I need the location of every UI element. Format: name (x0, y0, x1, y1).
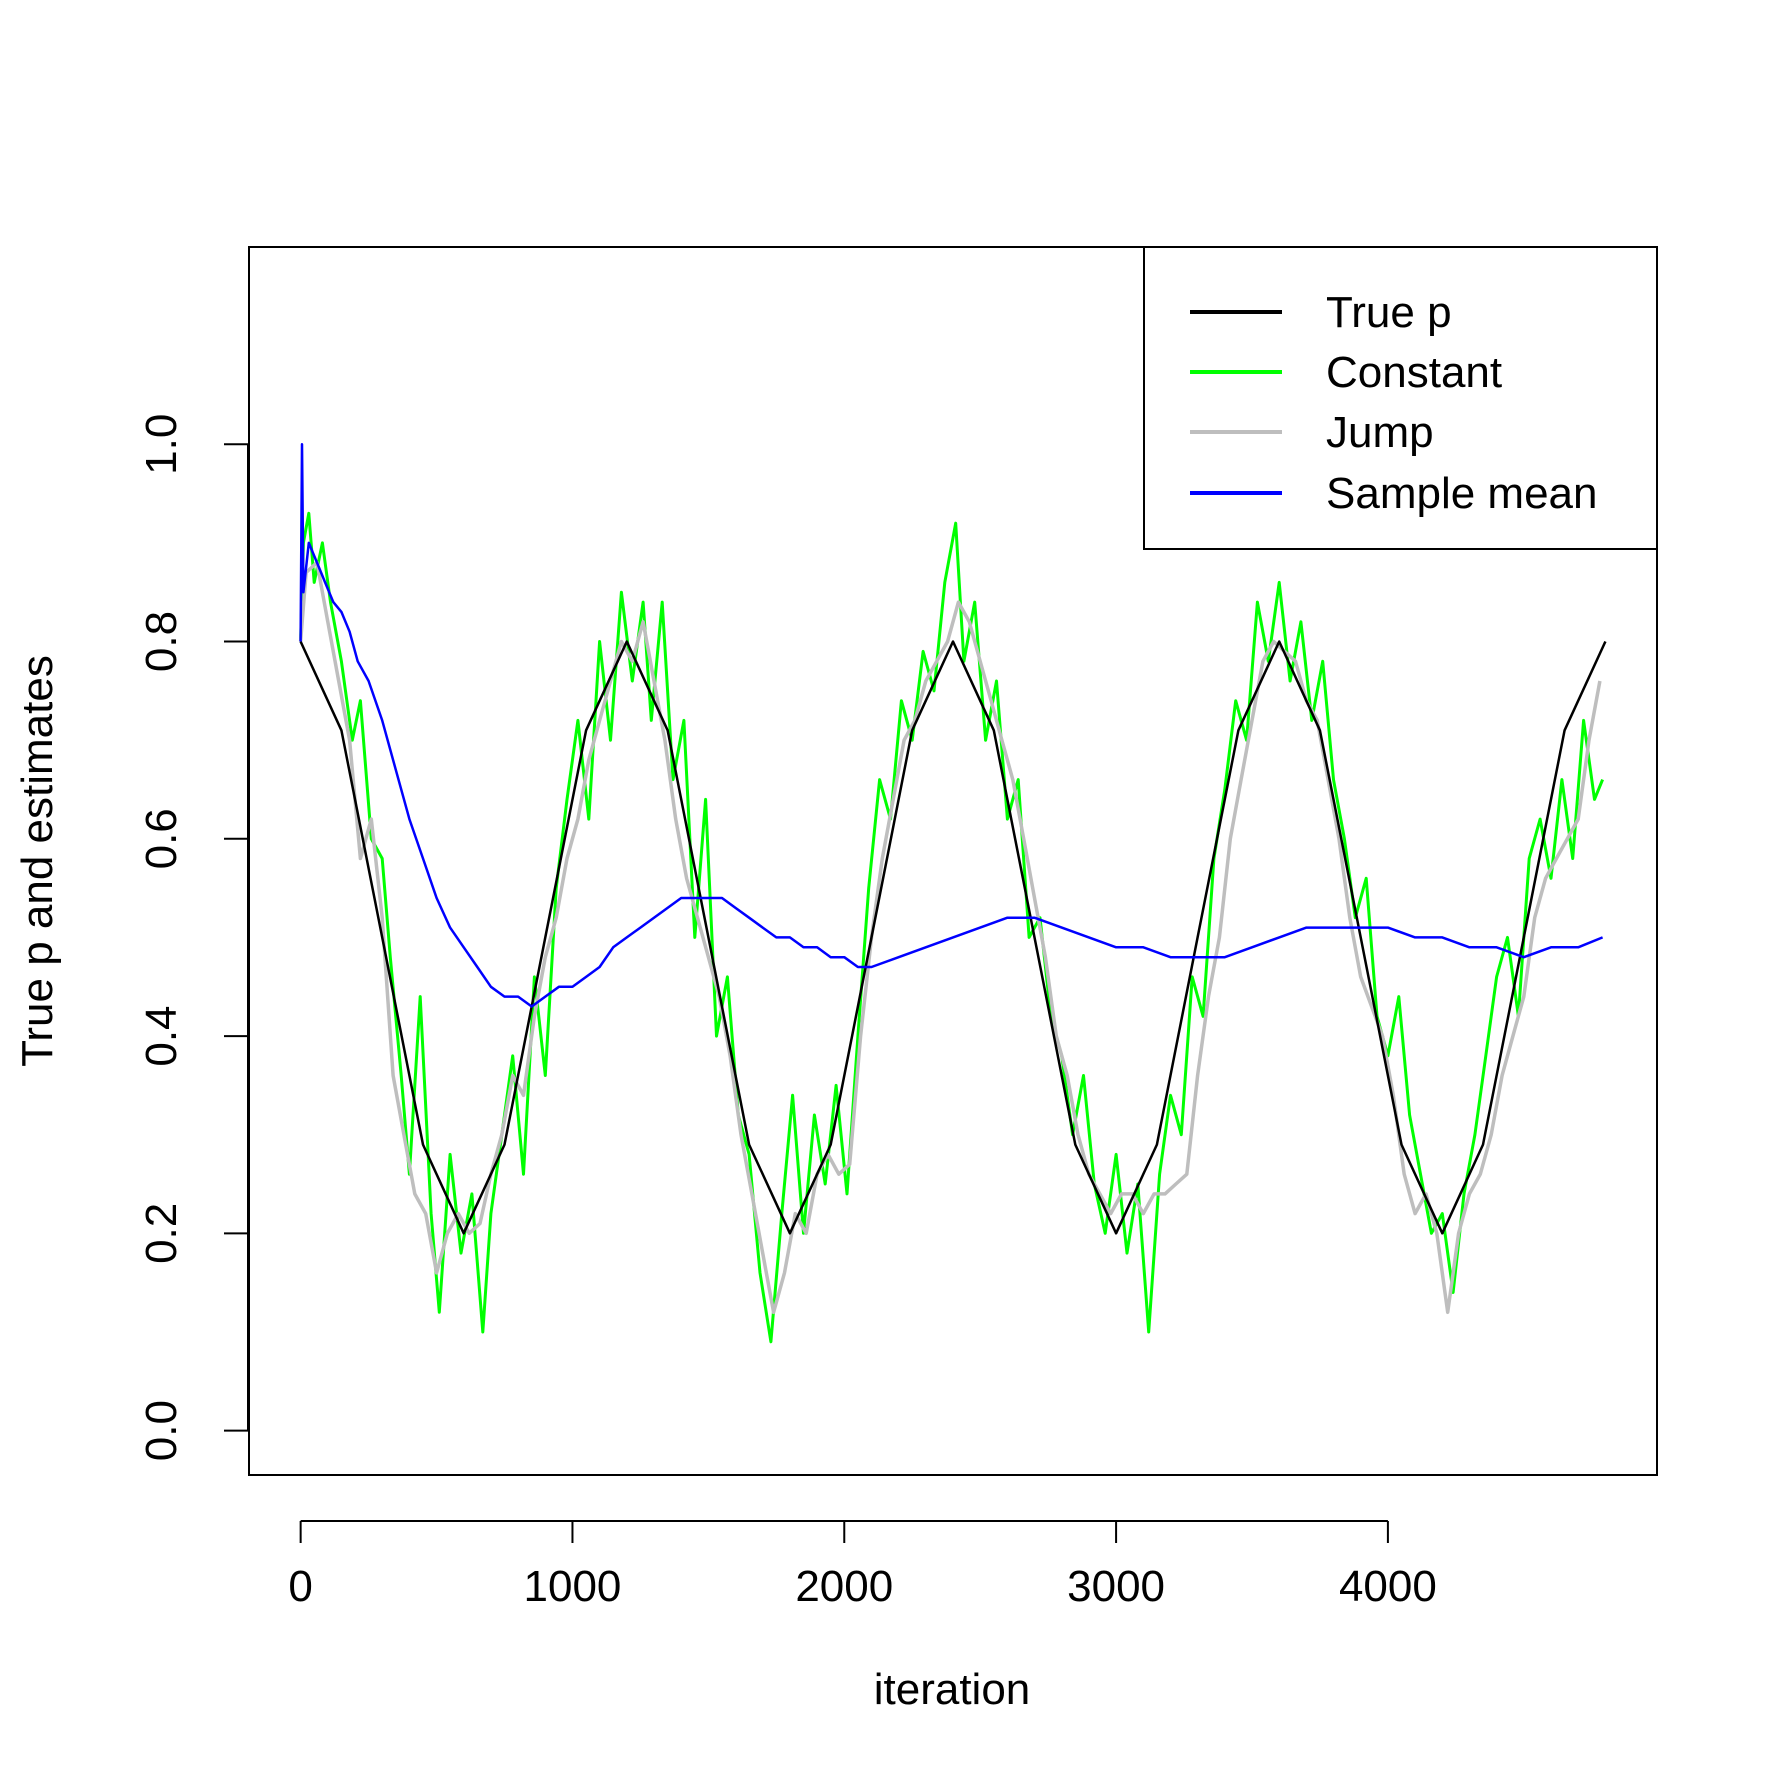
legend-label: True p (1326, 288, 1452, 337)
legend-label: Constant (1326, 348, 1502, 397)
legend-box (1143, 246, 1658, 550)
x-tick-label: 2000 (795, 1562, 893, 1611)
x-axis-title: iteration (874, 1665, 1031, 1714)
y-tick-label: 0.2 (137, 1203, 186, 1264)
series-line-sample-mean (299, 443, 1604, 1008)
legend: True p Constant Jump Sample mean (1143, 246, 1658, 550)
series-layer (298, 443, 1607, 1344)
y-axis-title: True p and estimates (13, 655, 62, 1067)
y-tick-label: 0.0 (137, 1400, 186, 1461)
x-tick-label: 0 (288, 1562, 312, 1611)
series-line-jump (298, 560, 1602, 1315)
y-tick-label: 0.4 (137, 1005, 186, 1066)
series-line-true-p (299, 640, 1607, 1235)
x-tick-label: 4000 (1339, 1562, 1437, 1611)
x-tick-label: 1000 (524, 1562, 622, 1611)
y-tick-label: 0.6 (137, 808, 186, 869)
legend-label: Jump (1326, 408, 1434, 457)
legend-label: Sample mean (1326, 469, 1597, 518)
y-axis: 0.0 0.2 0.4 0.6 0.8 1.0 (137, 414, 249, 1461)
x-axis: 0 1000 2000 3000 4000 (288, 1520, 1437, 1611)
y-tick-label: 1.0 (137, 414, 186, 475)
series-line-constant (299, 511, 1604, 1344)
y-tick-label: 0.8 (137, 611, 186, 672)
x-tick-label: 3000 (1067, 1562, 1165, 1611)
